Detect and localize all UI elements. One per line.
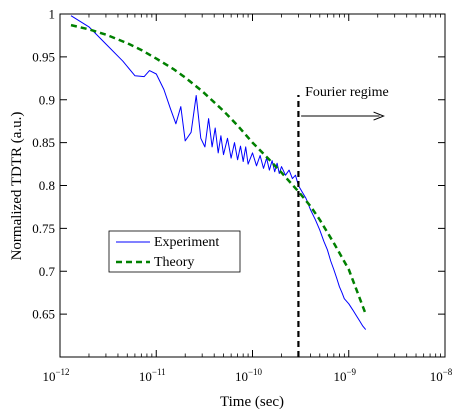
x-tick-label: 10−12 [42,367,69,384]
series-line-theory [70,23,367,315]
fourier-regime-label: Fourier regime [305,85,389,100]
x-axis-label: Time (sec) [220,394,284,410]
legend-label-experiment: Experiment [154,235,219,250]
y-tick-label: 0.9 [39,92,55,107]
y-tick-label: 0.95 [32,49,55,64]
y-tick-label: 1 [49,7,56,22]
plot-frame [59,13,446,358]
x-tick-label: 10−11 [139,367,166,384]
legend: Experiment Theory [108,230,241,273]
series-layer [70,15,367,330]
fourier-arrow-head [373,111,385,121]
y-tick-label: 0.8 [39,178,55,193]
y-tick-label: 0.65 [32,307,55,322]
annotation-layer: Fourier regime [297,85,389,357]
y-tick-label: 0.7 [39,264,56,279]
y-tick-label: 0.85 [32,135,55,150]
x-axis: 10−12 10−11 10−10 10−9 10−8 [42,14,453,384]
legend-label-theory: Theory [154,255,194,270]
x-tick-label: 10−10 [235,367,263,384]
x-tick-label: 10−9 [333,367,356,384]
y-axis: 0.65 0.7 0.75 0.8 0.85 0.9 0.95 1 [32,7,445,322]
legend-box [108,230,241,273]
series-line-experiment [70,15,367,330]
x-tick-label: 10−8 [430,367,453,384]
y-axis-label: Normalized TDTR (a.u.) [9,112,25,261]
y-tick-label: 0.75 [32,221,55,236]
